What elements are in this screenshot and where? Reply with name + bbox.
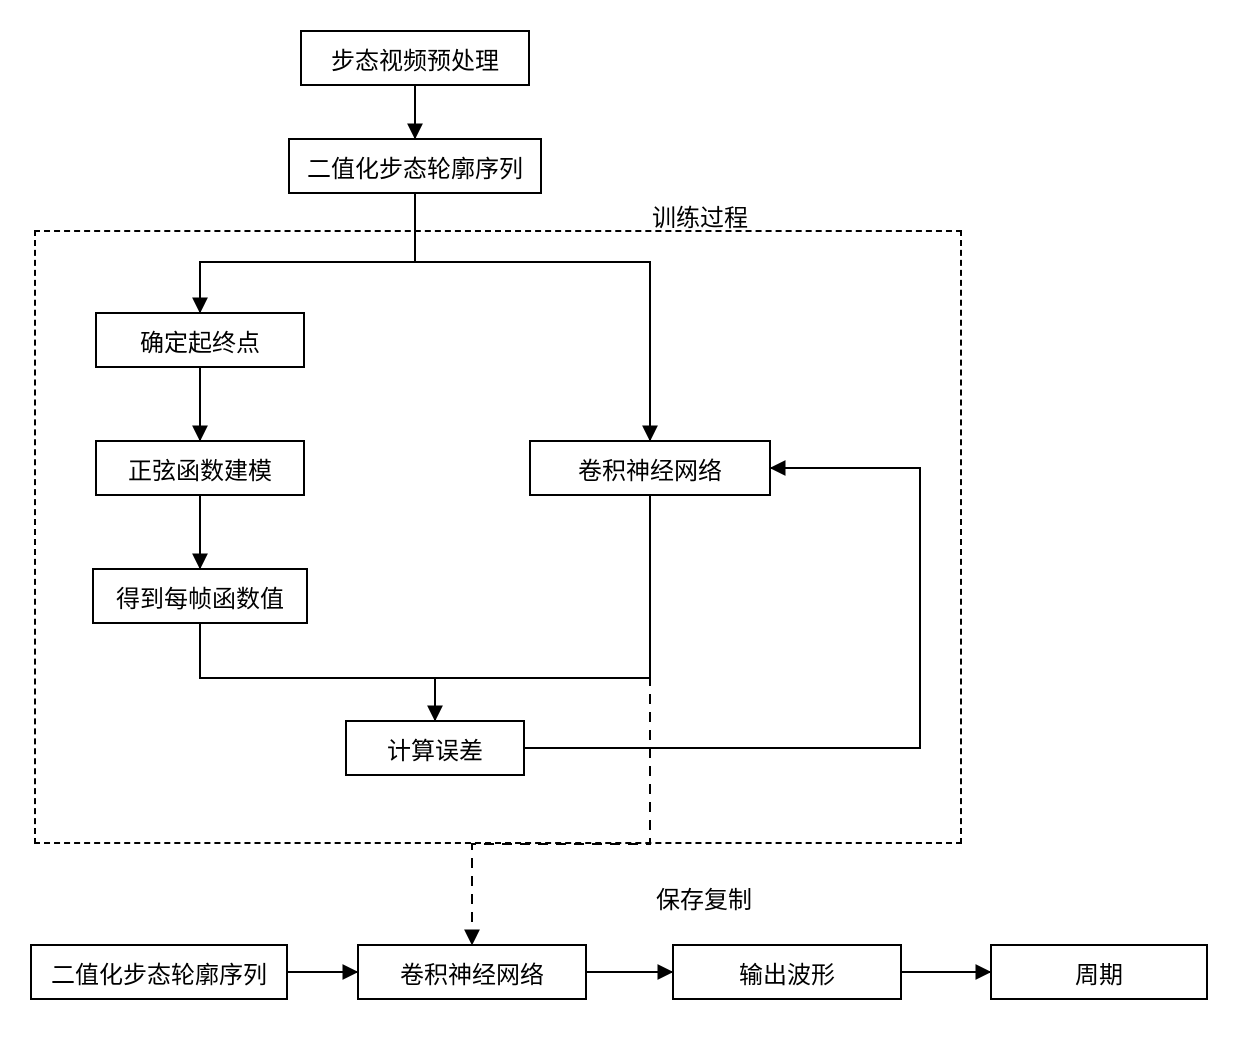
node-cnn-inference: 卷积神经网络 [357, 944, 587, 1000]
node-text: 得到每帧函数值 [116, 579, 284, 614]
node-cnn-train: 卷积神经网络 [529, 440, 771, 496]
node-start-end: 确定起终点 [95, 312, 305, 368]
node-text: 二值化步态轮廓序列 [51, 955, 267, 990]
label-text: 保存复制 [656, 887, 752, 914]
label-text: 训练过程 [652, 205, 748, 232]
node-frame-values: 得到每帧函数值 [92, 568, 308, 624]
node-text: 卷积神经网络 [578, 451, 722, 486]
node-preprocess: 步态视频预处理 [300, 30, 530, 86]
node-text: 正弦函数建模 [128, 451, 272, 486]
node-period: 周期 [990, 944, 1208, 1000]
training-label: 训练过程 [652, 198, 748, 233]
node-sine-model: 正弦函数建模 [95, 440, 305, 496]
node-text: 二值化步态轮廓序列 [307, 149, 523, 184]
node-text: 周期 [1075, 955, 1123, 990]
node-text: 确定起终点 [140, 323, 260, 358]
node-text: 卷积神经网络 [400, 955, 544, 990]
node-binarize-sequence: 二值化步态轮廓序列 [288, 138, 542, 194]
flowchart-canvas: 步态视频预处理 二值化步态轮廓序列 确定起终点 正弦函数建模 卷积神经网络 得到… [0, 0, 1240, 1050]
save-copy-label: 保存复制 [656, 880, 752, 915]
node-binarize-sequence-2: 二值化步态轮廓序列 [30, 944, 288, 1000]
node-text: 计算误差 [387, 731, 483, 766]
node-compute-error: 计算误差 [345, 720, 525, 776]
node-output-waveform: 输出波形 [672, 944, 902, 1000]
node-text: 步态视频预处理 [331, 41, 499, 76]
node-text: 输出波形 [739, 955, 835, 990]
